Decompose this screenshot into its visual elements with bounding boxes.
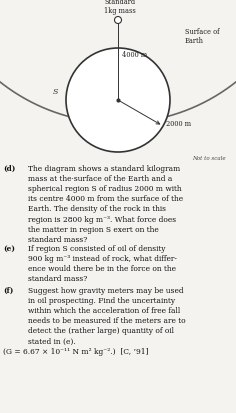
Text: The diagram shows a standard kilogram
mass at the·surface of the Earth and a
sph: The diagram shows a standard kilogram ma… xyxy=(28,165,183,244)
Text: (f): (f) xyxy=(3,287,13,295)
Text: 2000 m: 2000 m xyxy=(166,120,191,128)
Text: (G = 6.67 × 10⁻¹¹ N m² kg⁻².)  [C, ’91]: (G = 6.67 × 10⁻¹¹ N m² kg⁻².) [C, ’91] xyxy=(3,348,148,356)
Text: 4000 m: 4000 m xyxy=(122,51,147,59)
Circle shape xyxy=(66,48,170,152)
Text: (d): (d) xyxy=(3,165,15,173)
Text: (e): (e) xyxy=(3,245,15,253)
Text: Suggest how gravity meters may be used
in oil prospecting. Find the uncertainty
: Suggest how gravity meters may be used i… xyxy=(28,287,186,346)
Text: Standard
1kg mass: Standard 1kg mass xyxy=(104,0,136,15)
Text: Not to scale: Not to scale xyxy=(192,156,226,161)
Circle shape xyxy=(114,17,122,24)
Text: If region S consisted of oil of density
900 kg m⁻³ instead of rock, what differ-: If region S consisted of oil of density … xyxy=(28,245,177,283)
Text: Surface of
Earth: Surface of Earth xyxy=(185,28,219,45)
Text: S: S xyxy=(53,88,59,96)
